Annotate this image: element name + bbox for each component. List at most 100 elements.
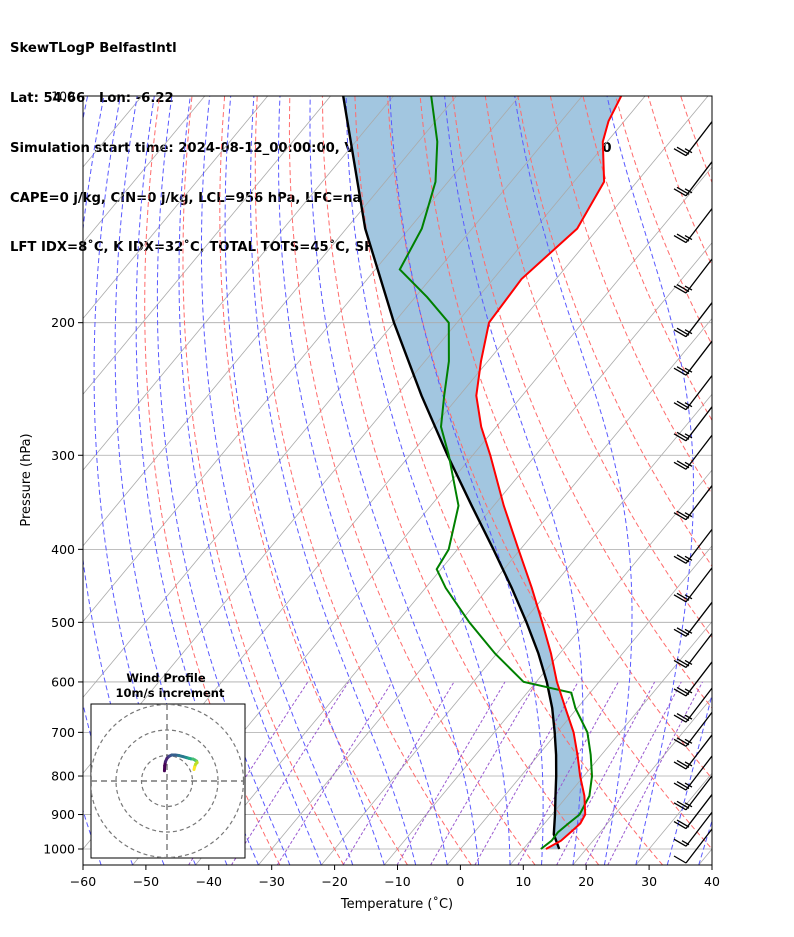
isotherm-line: [446, 545, 712, 865]
barb-flag: [673, 461, 687, 470]
barb-staff: [685, 121, 713, 157]
moist-adiabat-line: [345, 96, 511, 865]
wind-barb: [673, 661, 713, 697]
moist-adiabat-line: [309, 96, 480, 865]
y-tick-label: 700: [51, 725, 75, 740]
y-tick-label: 100: [51, 89, 75, 104]
location-line: Lat: 54.66 Lon: -6.22: [10, 90, 174, 106]
y-tick-label: 400: [51, 542, 75, 557]
mixing-ratio-line: [584, 681, 682, 865]
barb-staff: [685, 828, 713, 864]
isotherm-line: [762, 96, 794, 865]
barb-half-flag: [684, 285, 693, 291]
wind-barb: [673, 208, 713, 244]
barb-flag: [676, 686, 690, 696]
wind-barbs: [673, 121, 713, 864]
barb-flag: [676, 431, 690, 440]
wind-barb: [673, 687, 713, 723]
barb-staff: [685, 567, 713, 603]
hodograph-rings: [91, 704, 245, 858]
moist-adiabat-line: [156, 96, 291, 865]
barb-half-flag: [684, 235, 693, 241]
moist-adiabat-line: [606, 96, 694, 865]
barb-half-flag: [684, 367, 693, 373]
barb-half-flag: [684, 738, 693, 744]
dry-adiabat-line: [452, 96, 712, 709]
barb-half-flag: [684, 188, 693, 194]
y-tick-label: 900: [51, 807, 75, 822]
barb-staff: [685, 340, 713, 376]
x-tick-label: 20: [578, 874, 594, 889]
moist-adiabat-line: [7, 96, 70, 865]
mixing-ratio-line: [188, 681, 309, 865]
barb-staff: [685, 302, 713, 338]
mixing-ratio-line: [342, 681, 455, 865]
barb-flag: [673, 329, 687, 338]
barb-flag: [673, 148, 687, 157]
dewpoint-profile-line: [398, 96, 594, 850]
barb-flag: [673, 802, 687, 811]
wind-barb: [673, 375, 713, 411]
barb-staff: [685, 528, 713, 564]
barb-flag: [676, 460, 690, 469]
barb-half-flag: [684, 782, 693, 788]
parcel-profile-line: [342, 96, 561, 850]
barb-staff: [685, 687, 713, 723]
moist-adiabat-line: [178, 96, 322, 865]
barb-staff: [685, 208, 713, 243]
moist-adiabat-line: [249, 96, 417, 865]
wind-barb: [673, 434, 713, 470]
barb-flag: [673, 820, 687, 830]
barb-flag: [673, 714, 687, 723]
barb-flag: [676, 759, 690, 768]
barb-staff: [685, 794, 713, 829]
mixing-ratio-line: [396, 681, 506, 865]
barb-flag: [673, 512, 687, 521]
wind-barb: [673, 161, 713, 197]
x-tick-label: −50: [133, 874, 159, 889]
barb-flag: [676, 554, 690, 563]
dry-adiabat-line: [779, 96, 794, 865]
barb-flag: [676, 327, 690, 336]
dry-adiabat-line: [288, 96, 536, 865]
isotherm-line: [83, 96, 457, 547]
mixing-ratio-line: [474, 681, 579, 865]
isotherm-line: [509, 621, 712, 865]
dry-adiabats: [144, 96, 794, 865]
dry-adiabat-line: [254, 96, 472, 865]
barb-flag: [673, 855, 687, 864]
hodograph-trace: [162, 753, 199, 773]
barb-flag: [673, 188, 687, 197]
barb-half-flag: [684, 329, 693, 335]
isotherm-line: [83, 96, 394, 471]
isotherm-line: [258, 317, 712, 865]
barb-flag: [673, 433, 687, 442]
wind-barb: [673, 406, 713, 442]
wind-barb: [673, 711, 713, 747]
barb-staff: [685, 661, 713, 697]
barb-staff: [685, 734, 713, 770]
isotherm-line: [83, 96, 583, 699]
dry-adiabat-line: [615, 96, 712, 346]
moist-adiabat-line: [277, 96, 448, 865]
barb-flag: [673, 838, 687, 847]
barb-flag: [673, 285, 687, 294]
barb-flag: [673, 235, 687, 244]
isotherm-line: [83, 96, 268, 320]
barb-flag: [676, 283, 690, 293]
barb-flag: [676, 233, 690, 242]
wind-barb: [673, 567, 713, 603]
y-axis-label: Pressure (hPa): [19, 433, 34, 526]
y-tick-label: 500: [51, 615, 75, 630]
barb-half-flag: [684, 433, 693, 439]
barb-flag: [673, 367, 687, 376]
y-tick-label: 300: [51, 448, 75, 463]
isotherm-line: [0, 96, 79, 865]
barb-half-flag: [684, 628, 693, 634]
barb-flag: [673, 402, 687, 411]
dry-adiabat-line: [387, 96, 712, 850]
wind-barb: [673, 485, 713, 521]
cape-cin-shading: [343, 96, 622, 849]
dry-adiabat-line: [549, 96, 712, 495]
